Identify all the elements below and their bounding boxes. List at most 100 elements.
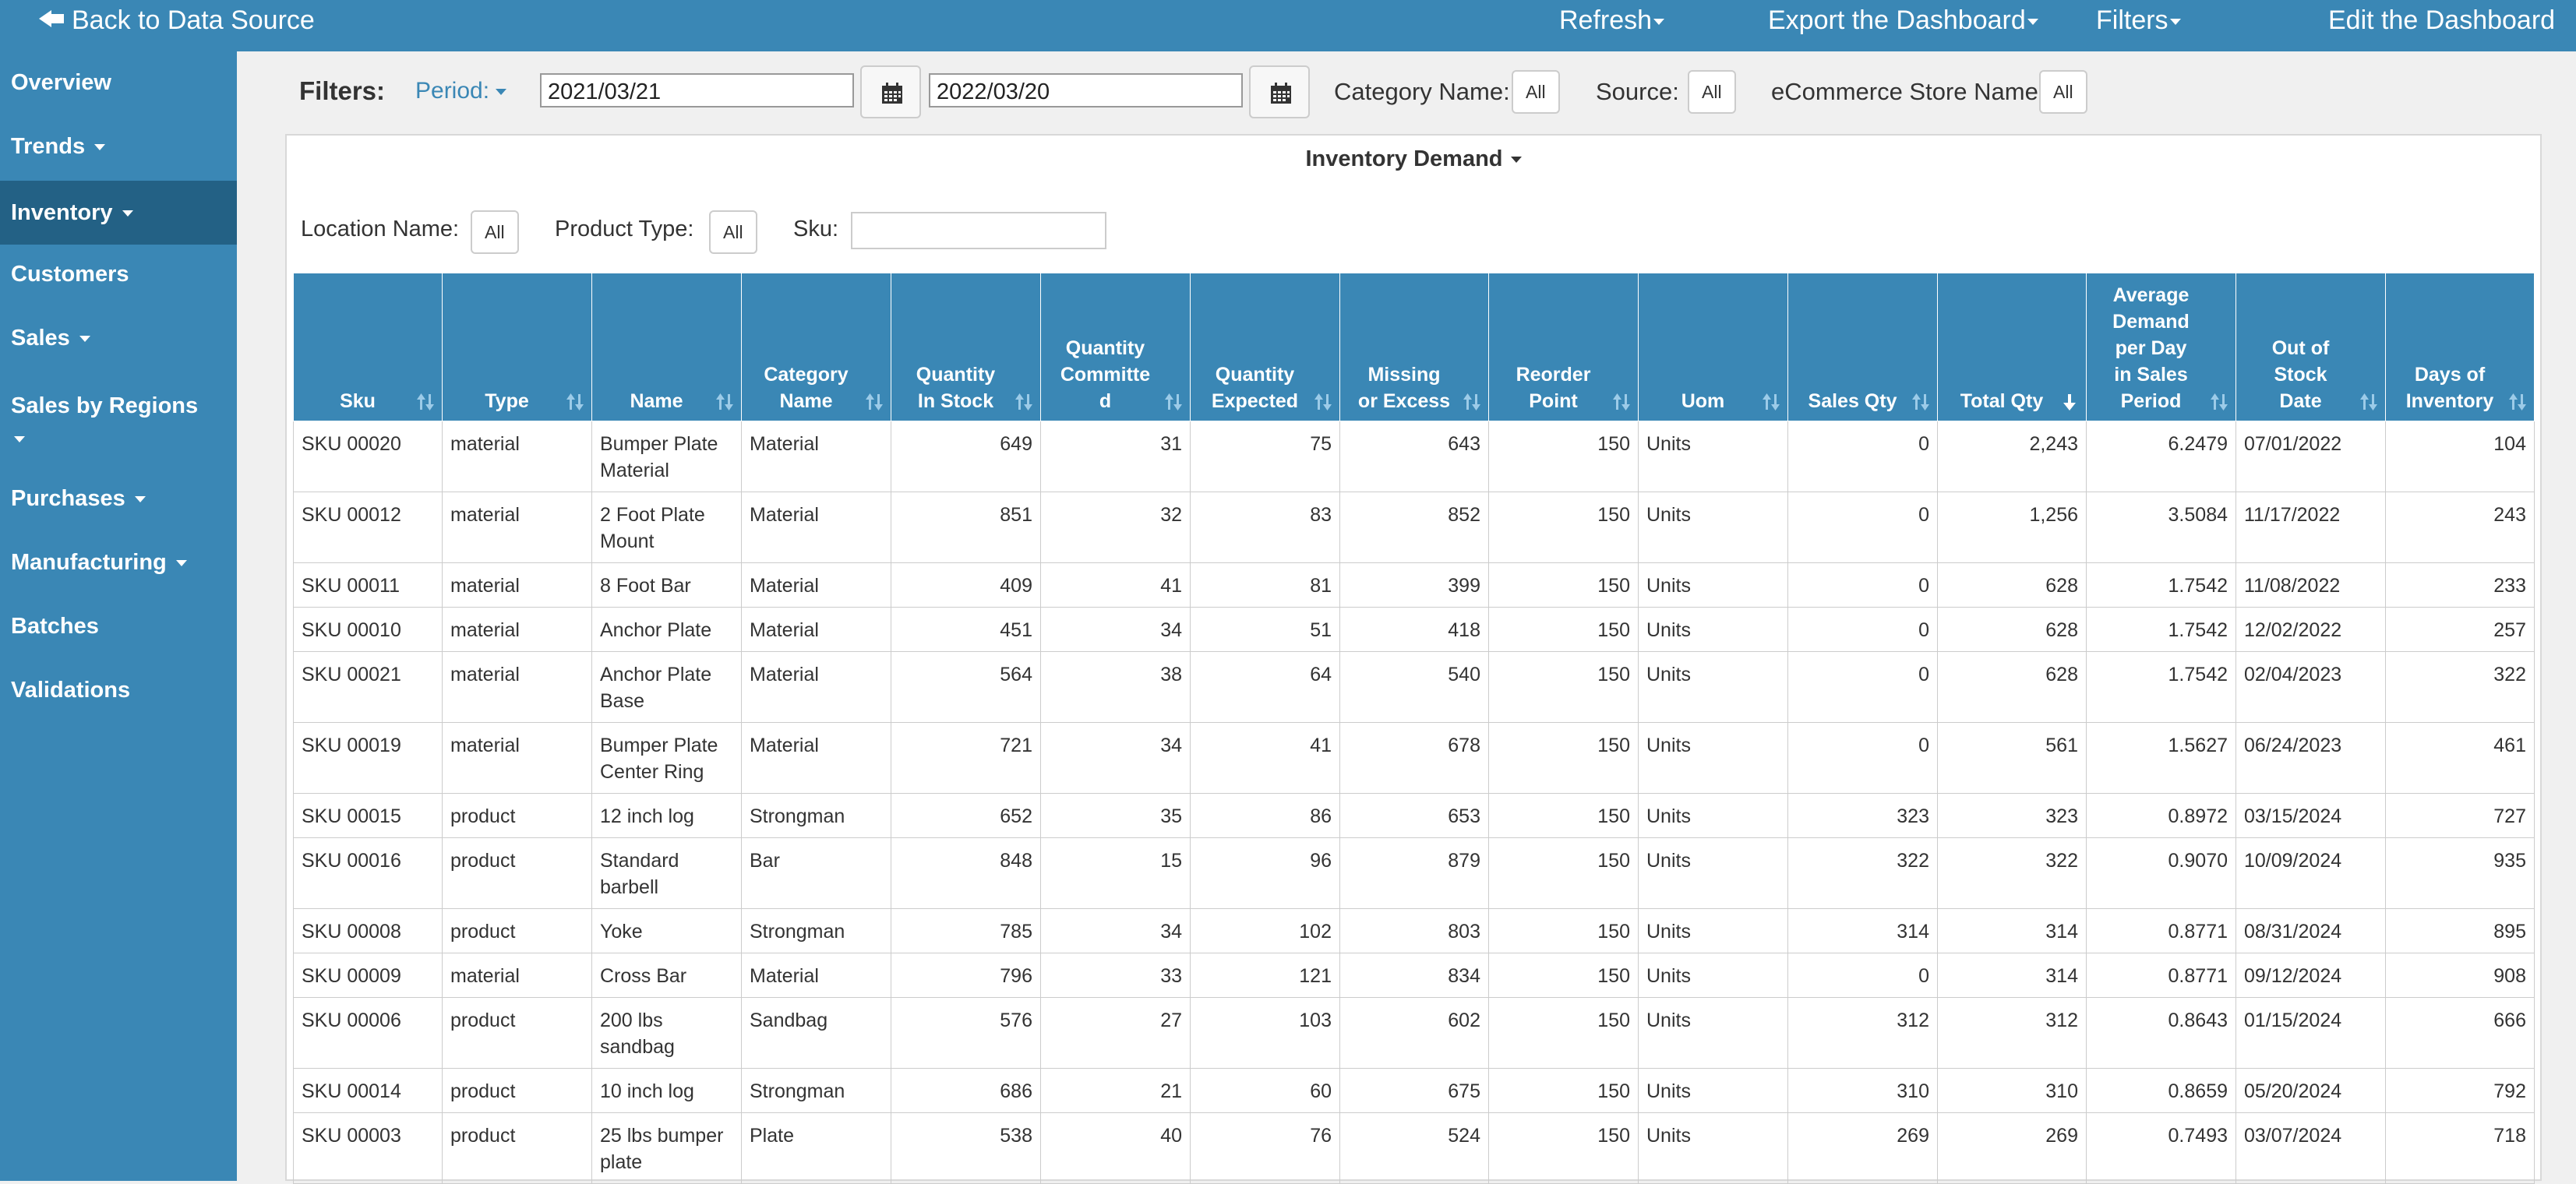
cell-type: material xyxy=(442,421,592,492)
table-row: SKU 00010 material Anchor Plate Material 451… xyxy=(293,607,2535,652)
sidebar-item-label: Validations xyxy=(11,678,131,703)
cell-sales-qty: 0 xyxy=(1787,607,1938,652)
cell-type: material xyxy=(442,562,592,608)
column-header-total-qty[interactable]: Total Qty xyxy=(1937,273,2087,421)
column-header-out-of-stock-date[interactable]: Out of Stock Date xyxy=(2235,273,2386,421)
location-name-filter-button[interactable]: All xyxy=(471,210,519,254)
sidebar-item-overview[interactable]: Overview xyxy=(0,70,237,117)
sort-icon xyxy=(2211,393,2228,411)
column-header-text: Expected xyxy=(1211,390,1299,412)
sidebar-item-trends[interactable]: Trends xyxy=(0,134,237,181)
cell-out-of-stock-date: 12/02/2022 xyxy=(2235,607,2386,652)
column-header-text: Uom xyxy=(1681,390,1725,412)
column-header-text: Committe xyxy=(1060,364,1151,386)
cell-sku: SKU 00015 xyxy=(293,793,443,838)
sidebar-item-batches[interactable]: Batches xyxy=(0,614,237,661)
sidebar-item-manufacturing[interactable]: Manufacturing xyxy=(0,550,237,597)
cell-uom: Units xyxy=(1638,1068,1788,1113)
column-header-type[interactable]: Type xyxy=(442,273,592,421)
cell-quantity-in-stock: 564 xyxy=(891,651,1041,723)
sidebar-item-purchases[interactable]: Purchases xyxy=(0,486,237,533)
column-header-name[interactable]: Name xyxy=(591,273,742,421)
cell-sku: SKU 00006 xyxy=(293,997,443,1069)
cell-sku: SKU 00016 xyxy=(293,837,443,909)
cell-quantity-in-stock: 851 xyxy=(891,492,1041,563)
sku-search-input[interactable] xyxy=(851,212,1106,249)
end-date-input[interactable]: 2022/03/20 xyxy=(929,73,1243,107)
end-date-calendar-button[interactable] xyxy=(1249,65,1310,118)
cell-quantity-expected: 76 xyxy=(1190,1112,1340,1184)
sidebar-item-sales-by-regions[interactable]: Sales by Regions xyxy=(0,389,237,464)
column-header-text: Quantity xyxy=(916,364,996,386)
column-header-uom[interactable]: Uom xyxy=(1638,273,1788,421)
column-header-sales-qty[interactable]: Sales Qty xyxy=(1787,273,1938,421)
refresh-menu[interactable]: Refresh xyxy=(1559,0,1665,41)
cell-quantity-in-stock: 409 xyxy=(891,562,1041,608)
cell-quantity-in-stock: 848 xyxy=(891,837,1041,909)
column-header-sku[interactable]: Sku xyxy=(293,273,443,421)
cell-average-demand-per-day-in-sales-period: 0.8771 xyxy=(2086,908,2236,953)
table-row: SKU 00019 material Bumper Plate Center Rin… xyxy=(293,722,2535,794)
caret-down-icon xyxy=(2169,19,2181,26)
cell-quantity-expected: 75 xyxy=(1190,421,1340,492)
column-header-text: per Day xyxy=(2115,337,2187,359)
sidebar-item-customers[interactable]: Customers xyxy=(0,262,237,308)
cell-quantity-expected: 86 xyxy=(1190,793,1340,838)
start-date-input[interactable]: 2021/03/21 xyxy=(540,73,854,107)
column-header-quantity-in-stock[interactable]: Quantity In Stock xyxy=(891,273,1041,421)
cell-sales-qty: 0 xyxy=(1787,492,1938,563)
source-filter-button[interactable]: All xyxy=(1688,70,1736,114)
column-header-quantity-committed[interactable]: Quantity Committe d xyxy=(1040,273,1191,421)
period-dropdown[interactable]: Period: xyxy=(415,78,507,104)
panel-title-dropdown[interactable]: Inventory Demand xyxy=(287,146,2540,172)
column-header-average-demand-per-day-in-sales-period[interactable]: Average Demand per Day in Sales Period xyxy=(2086,273,2236,421)
cell-quantity-in-stock: 451 xyxy=(891,607,1041,652)
cell-uom: Units xyxy=(1638,793,1788,838)
cell-sku: SKU 00020 xyxy=(293,421,443,492)
edit-dashboard-link[interactable]: Edit the Dashboard xyxy=(2328,0,2555,41)
back-to-data-source-link[interactable]: Back to Data Source xyxy=(39,0,315,41)
ecommerce-store-label: eCommerce Store Name: xyxy=(1771,78,2045,105)
cell-reorder-point: 150 xyxy=(1488,651,1639,723)
column-header-text: Inventory xyxy=(2405,390,2494,412)
sort-icon xyxy=(1763,393,1780,411)
cell-quantity-committed: 21 xyxy=(1040,1068,1191,1113)
cell-category-name: Strongman xyxy=(741,793,891,838)
table-row: SKU 00015 product 12 inch log Strongman 652 3… xyxy=(293,793,2535,838)
cell-quantity-committed: 38 xyxy=(1040,651,1191,723)
cell-days-of-inventory: 233 xyxy=(2385,562,2535,608)
cell-uom: Units xyxy=(1638,837,1788,909)
cell-days-of-inventory: 322 xyxy=(2385,651,2535,723)
category-name-filter-button[interactable]: All xyxy=(1512,70,1560,114)
cell-days-of-inventory: 257 xyxy=(2385,607,2535,652)
cell-sales-qty: 312 xyxy=(1787,997,1938,1069)
cell-type: product xyxy=(442,1112,592,1184)
sidebar-item-sales[interactable]: Sales xyxy=(0,326,237,372)
column-header-days-of-inventory[interactable]: Days of Inventory xyxy=(2385,273,2535,421)
cell-sales-qty: 314 xyxy=(1787,908,1938,953)
column-header-quantity-expected[interactable]: Quantity Expected xyxy=(1190,273,1340,421)
product-type-filter-button[interactable]: All xyxy=(709,210,757,254)
cell-sku: SKU 00009 xyxy=(293,953,443,998)
column-header-text: Days of xyxy=(2414,364,2486,386)
sidebar-item-inventory[interactable]: Inventory xyxy=(0,181,237,245)
cell-total-qty: 314 xyxy=(1937,953,2087,998)
column-header-category-name[interactable]: Category Name xyxy=(741,273,891,421)
export-dashboard-menu[interactable]: Export the Dashboard xyxy=(1768,0,2038,41)
panel-title: Inventory Demand xyxy=(1305,146,1503,171)
column-header-missing-or-excess[interactable]: Missing or Excess xyxy=(1339,273,1489,421)
cell-quantity-committed: 34 xyxy=(1040,908,1191,953)
cell-uom: Units xyxy=(1638,421,1788,492)
cell-quantity-committed: 41 xyxy=(1040,562,1191,608)
column-header-reorder-point[interactable]: Reorder Point xyxy=(1488,273,1639,421)
cell-missing-or-excess: 399 xyxy=(1339,562,1489,608)
cell-uom: Units xyxy=(1638,607,1788,652)
filters-menu[interactable]: Filters xyxy=(2096,0,2181,41)
cell-category-name: Material xyxy=(741,953,891,998)
cell-missing-or-excess: 678 xyxy=(1339,722,1489,794)
sidebar-item-validations[interactable]: Validations xyxy=(0,678,237,724)
cell-average-demand-per-day-in-sales-period: 1.7542 xyxy=(2086,562,2236,608)
ecommerce-store-filter-button[interactable]: All xyxy=(2039,70,2087,114)
start-date-calendar-button[interactable] xyxy=(860,65,921,118)
column-header-text: Out of xyxy=(2271,337,2330,359)
